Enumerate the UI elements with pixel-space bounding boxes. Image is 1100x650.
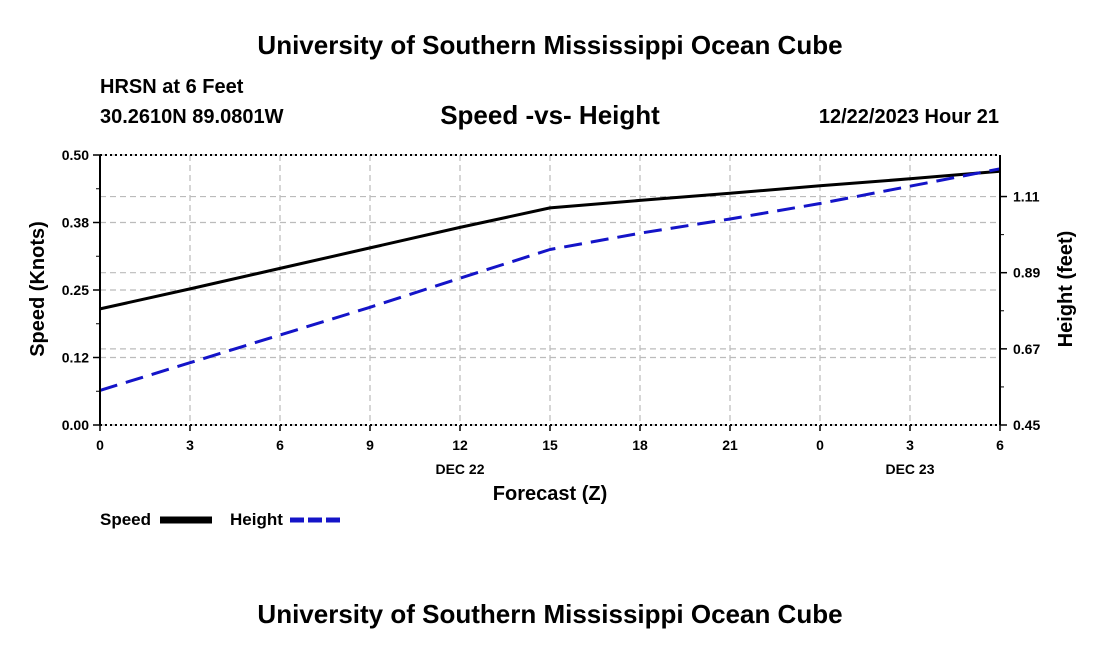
- x-axis-label: Forecast (Z): [493, 483, 607, 505]
- footer-title: University of Southern Mississippi Ocean…: [257, 599, 843, 629]
- y-tick-label: 0.38: [62, 215, 89, 231]
- x-tick-label: 0: [96, 437, 104, 453]
- chart-title: Speed -vs- Height: [440, 100, 660, 130]
- legend: Speed Height: [100, 510, 342, 529]
- x-tick-label: 0: [816, 437, 824, 453]
- x-tick-label: 21: [722, 437, 738, 453]
- y-axis-label: Speed (Knots): [27, 221, 49, 357]
- datetime-label: 12/22/2023 Hour 21: [818, 106, 999, 128]
- y-tick-label: 0.00: [62, 417, 89, 433]
- x-tick-label: 6: [276, 437, 284, 453]
- y2-tick-label: 0.89: [1013, 265, 1040, 281]
- page-title: University of Southern Mississippi Ocean…: [257, 30, 843, 60]
- legend-label-speed: Speed: [100, 510, 151, 529]
- y-tick-label: 0.25: [62, 282, 89, 298]
- x-tick-label: 3: [186, 437, 194, 453]
- x-tick-label: 6: [996, 437, 1004, 453]
- x-date-label: DEC 22: [435, 461, 484, 477]
- coordinates-label: 30.2610N 89.0801W: [100, 106, 284, 128]
- y2-tick-label: 1.11: [1013, 189, 1040, 205]
- y-tick-label: 0.12: [62, 350, 89, 366]
- x-tick-label: 12: [452, 437, 468, 453]
- series-line-height: [99, 167, 1001, 392]
- x-tick-label: 15: [542, 437, 558, 453]
- series-line-speed: [99, 169, 1001, 311]
- station-label: HRSN at 6 Feet: [100, 76, 244, 98]
- x-tick-label: 9: [366, 437, 374, 453]
- y2-axis-label: Height (feet): [1055, 231, 1077, 348]
- series-layer: [99, 167, 1001, 392]
- y2-tick-label: 0.67: [1013, 341, 1040, 357]
- legend-label-height: Height: [230, 510, 283, 529]
- x-tick-label: 3: [906, 437, 914, 453]
- axis-ticks: 0 3 6 9 12 15 18 21 0 3 6 DEC 22 DEC 23 0.00 0.12 0.25 0…: [62, 147, 1041, 477]
- chart: 0 3 6 9 12 15 18 21 0 3 6 DEC 22 DEC 23 0.00 0.12 0.25 0…: [27, 147, 1077, 529]
- x-tick-label: 18: [632, 437, 648, 453]
- y2-tick-label: 0.45: [1013, 417, 1040, 433]
- y-tick-label: 0.50: [62, 147, 89, 163]
- x-date-label: DEC 23: [885, 461, 934, 477]
